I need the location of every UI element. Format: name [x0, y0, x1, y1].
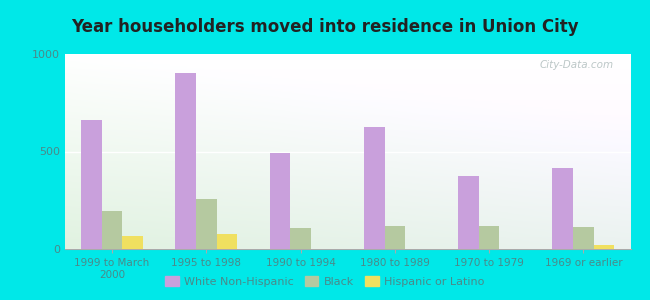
Legend: White Non-Hispanic, Black, Hispanic or Latino: White Non-Hispanic, Black, Hispanic or L…	[161, 272, 489, 291]
Bar	[573, 226, 593, 249]
Bar	[176, 74, 196, 249]
Bar	[593, 245, 614, 249]
Bar	[196, 199, 216, 249]
Bar	[479, 226, 499, 249]
Bar	[102, 211, 122, 249]
Bar	[291, 227, 311, 249]
Bar	[458, 176, 479, 249]
Bar	[552, 168, 573, 249]
Bar	[81, 120, 102, 249]
Text: Year householders moved into residence in Union City: Year householders moved into residence i…	[72, 18, 578, 36]
Bar	[385, 226, 405, 249]
Bar	[122, 236, 143, 249]
Text: City-Data.com: City-Data.com	[540, 60, 614, 70]
Bar	[270, 153, 291, 249]
Bar	[364, 127, 385, 249]
Bar	[216, 234, 237, 249]
